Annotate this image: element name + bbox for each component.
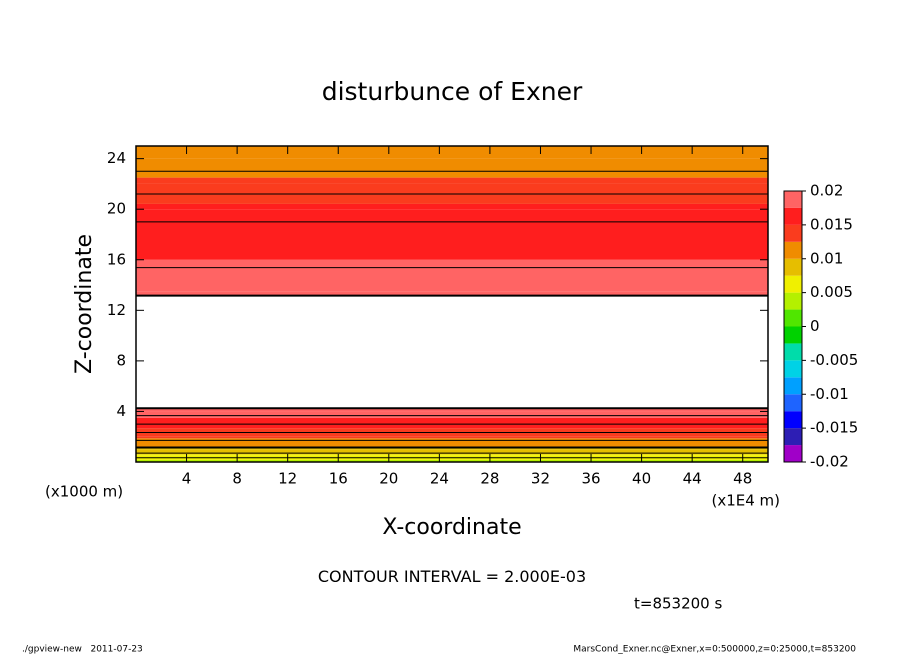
colorbar-tick-label: -0.005 xyxy=(810,351,858,369)
x-tick-label: 44 xyxy=(683,470,702,488)
contour-fill xyxy=(136,449,768,455)
time-label: t=853200 s xyxy=(634,595,722,613)
contour-interval-value: 2.000E-03 xyxy=(504,567,586,586)
colorbar-tick-label: 0 xyxy=(810,317,820,335)
x-tick-label: 12 xyxy=(278,470,297,488)
contour-fill xyxy=(136,408,768,412)
x-tick-label: 32 xyxy=(531,470,550,488)
y-tick-label: 20 xyxy=(107,200,126,218)
y-tick-label: 12 xyxy=(107,301,126,319)
x-tick-label: 20 xyxy=(379,470,398,488)
x-tick-label: 36 xyxy=(581,470,600,488)
x-unit: (x1E4 m) xyxy=(711,492,780,510)
colorbar-swatch xyxy=(784,224,802,242)
chart-title: disturbunce of Exner xyxy=(322,77,583,106)
x-tick-label: 4 xyxy=(182,470,192,488)
contour-interval: CONTOUR INTERVAL = 2.000E-03 xyxy=(318,567,586,586)
contour-fill xyxy=(136,259,768,292)
contour-fill xyxy=(136,454,768,456)
x-tick-label: 40 xyxy=(632,470,651,488)
colorbar-tick-label: -0.015 xyxy=(810,419,858,437)
contour-fill xyxy=(136,459,768,462)
contour-fill xyxy=(136,203,768,210)
contour-fill xyxy=(136,424,768,429)
plot-frame xyxy=(135,145,769,463)
footer-left: ./gpview-new 2011-07-23 xyxy=(22,645,143,654)
contour-fill xyxy=(136,447,768,450)
colorbar-swatch xyxy=(784,309,802,327)
y-unit: (x1000 m) xyxy=(45,483,123,501)
colorbar-swatch xyxy=(784,343,802,361)
y-tick-label: 24 xyxy=(107,149,126,167)
colorbar-tick-label: -0.01 xyxy=(810,385,849,403)
contour-fill xyxy=(136,438,768,448)
contour-fill xyxy=(136,209,768,260)
contour-fill xyxy=(136,436,768,439)
contour-fill xyxy=(136,158,768,178)
colorbar-swatch xyxy=(784,428,802,446)
contour-interval-prefix: CONTOUR INTERVAL = xyxy=(318,567,499,586)
colorbar-tick-label: 0.02 xyxy=(810,182,843,200)
x-axis-label: X-coordinate xyxy=(382,515,521,540)
contour-fill xyxy=(136,411,768,418)
colorbar-tick-label: 0.01 xyxy=(810,249,843,267)
colorbar-swatch xyxy=(784,377,802,395)
colorbar-swatch xyxy=(784,394,802,412)
y-tick-label: 8 xyxy=(116,351,126,369)
x-tick-label: 8 xyxy=(232,470,242,488)
colorbar-swatch xyxy=(784,326,802,344)
x-tick-label: 16 xyxy=(329,470,348,488)
colorbar-swatch xyxy=(784,445,802,462)
colorbar-swatch xyxy=(784,241,802,259)
y-tick-label: 4 xyxy=(116,402,126,420)
contour-fill xyxy=(136,146,768,159)
colorbar-swatch xyxy=(784,191,802,208)
colorbar-swatch xyxy=(784,360,802,378)
colorbar-swatch xyxy=(784,292,802,310)
x-tick-label: 48 xyxy=(733,470,752,488)
colorbar-swatch xyxy=(784,411,802,429)
x-tick-label: 28 xyxy=(480,470,499,488)
colorbar-swatch xyxy=(784,207,802,225)
y-axis-label: Z-coordinate xyxy=(72,234,97,374)
contour-fill xyxy=(136,417,768,425)
contour-fill xyxy=(136,177,768,184)
x-tick-label: 24 xyxy=(430,470,449,488)
colorbar-swatch xyxy=(784,258,802,276)
colorbar-tick-label: 0.015 xyxy=(810,215,853,233)
contour-fill xyxy=(136,291,768,296)
footer-right: MarsCond_Exner.nc@Exner,x=0:500000,z=0:2… xyxy=(573,645,856,654)
colorbar-tick-label: -0.02 xyxy=(810,453,849,471)
colorbar-tick-label: 0.005 xyxy=(810,283,853,301)
y-tick-label: 16 xyxy=(107,250,126,268)
colorbar-swatch xyxy=(784,275,802,293)
